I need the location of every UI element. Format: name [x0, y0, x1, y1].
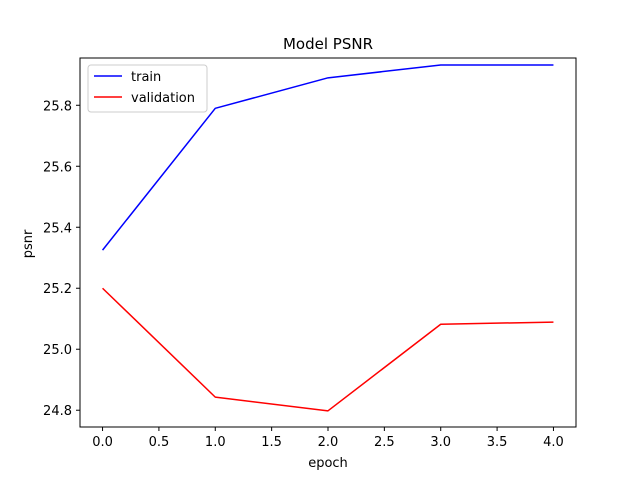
tick-layer: 0.0 0.5 1.0 1.5 2.0 2.5 3.0 3.5 4.0 24.8 25.0 25.2 2…	[43, 99, 564, 450]
x-tick-label: 1.0	[205, 435, 226, 450]
series-line-validation	[102, 287, 554, 412]
y-tick-label: 25.8	[43, 99, 72, 114]
x-tick-label: 1.5	[261, 435, 282, 450]
y-tick-label: 25.0	[43, 343, 72, 358]
chart-title: Model PSNR	[283, 35, 373, 53]
series-layer	[101, 64, 554, 412]
x-tick-label: 2.5	[374, 435, 395, 450]
y-axis-label: psnr	[21, 229, 36, 258]
x-tick-label: 4.0	[543, 435, 564, 450]
y-tick-label: 25.6	[43, 160, 72, 175]
y-tick-label: 25.4	[43, 221, 72, 236]
legend: train validation	[87, 64, 208, 113]
legend-label-train: train	[131, 70, 161, 85]
plot-area	[80, 58, 576, 427]
y-tick-label: 24.8	[43, 404, 72, 419]
x-tick-label: 0.0	[92, 435, 113, 450]
x-axis-label: epoch	[308, 456, 348, 471]
x-tick-label: 2.0	[318, 435, 339, 450]
y-tick-label: 25.2	[43, 282, 72, 297]
x-tick-label: 3.5	[487, 435, 508, 450]
x-tick-label: 0.5	[149, 435, 170, 450]
plot-frame	[79, 57, 577, 428]
series-line-train	[101, 64, 554, 251]
legend-label-validation: validation	[131, 91, 195, 106]
x-tick-label: 3.0	[430, 435, 451, 450]
